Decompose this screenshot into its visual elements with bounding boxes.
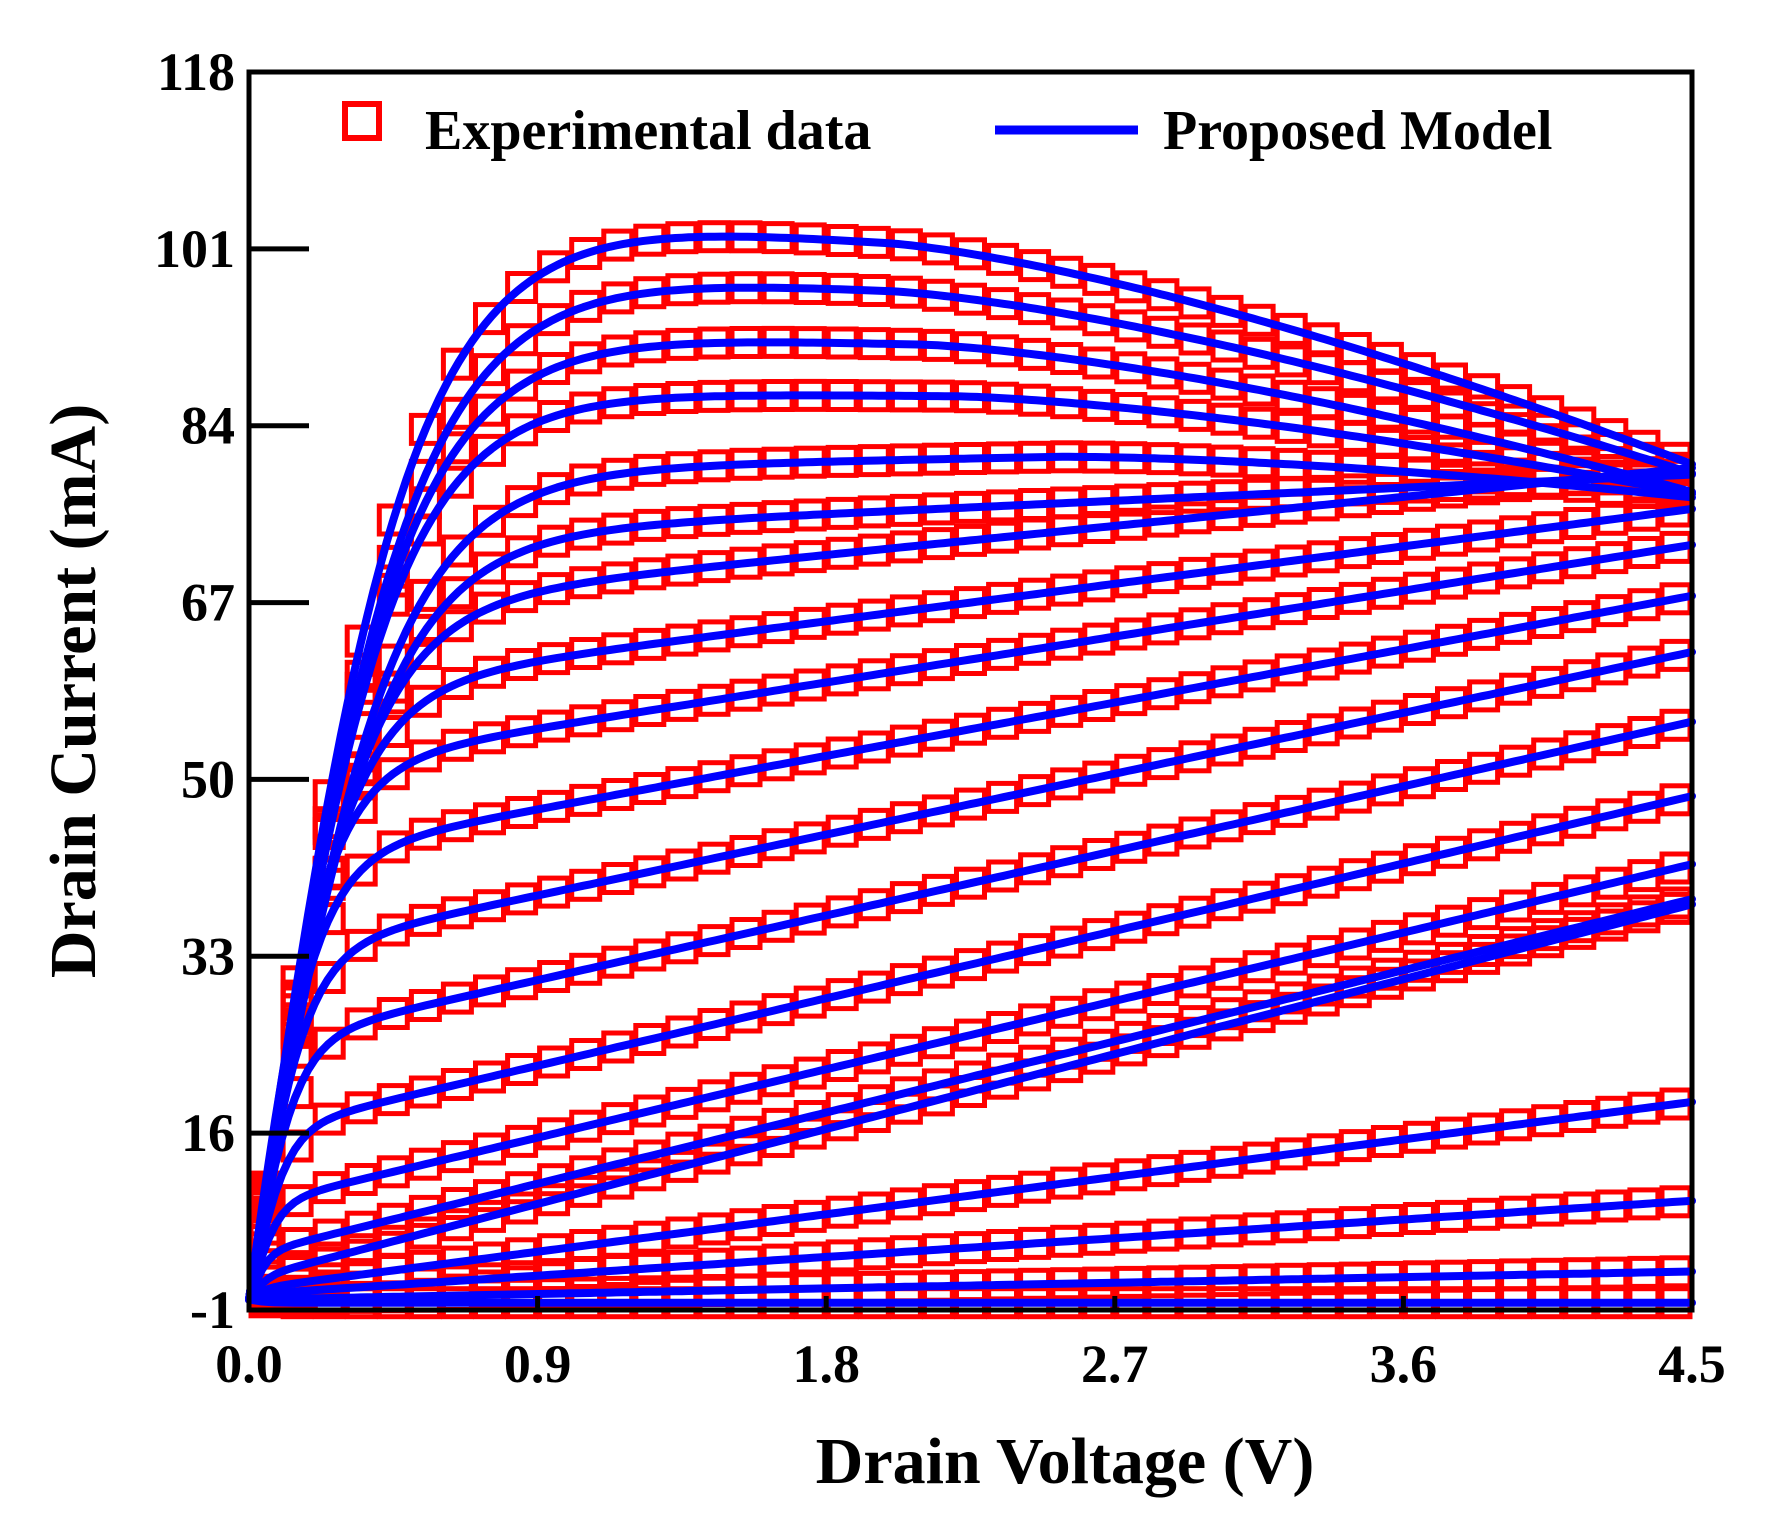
experimental-point: [408, 684, 442, 718]
experimental-point: [1402, 352, 1436, 386]
x-tick-label: 1.8: [792, 1334, 860, 1394]
experimental-point: [473, 353, 506, 387]
model-curve-19: [245, 1267, 1696, 1304]
experimental-point: [505, 535, 539, 569]
experimental-point: [312, 1026, 346, 1060]
model-curve-2: [245, 283, 1696, 1304]
x-tick-label: 0.9: [504, 1334, 572, 1394]
experimental-point: [440, 667, 474, 700]
experimental-point: [408, 412, 442, 446]
model-curve-8: [245, 504, 1696, 1304]
model-curve-16: [245, 900, 1696, 1304]
model-curve-11: [245, 648, 1696, 1304]
model-curve-5: [245, 452, 1696, 1304]
model-curve-20: [245, 1295, 1696, 1307]
experimental-point: [473, 591, 506, 625]
experimental-point: [408, 739, 442, 773]
experimental-point: [505, 368, 539, 402]
experimental-point: [473, 504, 506, 538]
x-tick-label: 3.6: [1370, 1334, 1438, 1394]
y-tick-label: -1: [190, 1280, 235, 1340]
experimental-point: [344, 853, 378, 887]
experimental-point: [473, 393, 506, 427]
y-tick-label: 33: [181, 926, 235, 986]
legend-label-model: Proposed Model: [1163, 100, 1552, 162]
experimental-point: [569, 289, 603, 323]
experimental-point: [376, 757, 410, 791]
experimental-point: [312, 1102, 346, 1136]
experimental-point: [537, 250, 571, 284]
x-axis-title: Drain Voltage (V): [816, 1425, 1315, 1498]
experimental-point: [440, 396, 474, 430]
model-curve-7: [245, 463, 1696, 1304]
experimental-point: [312, 961, 346, 994]
experimental-point: [569, 237, 603, 270]
experimental-point: [505, 323, 539, 357]
experimental-point: [440, 347, 474, 381]
experimental-point: [440, 609, 474, 643]
experimental-point: [1499, 384, 1533, 418]
experimental-point: [440, 534, 474, 568]
model-curve-15: [245, 895, 1696, 1304]
model-curve-18: [245, 1196, 1696, 1304]
experimental-point: [505, 485, 539, 519]
experimental-point: [344, 1007, 378, 1041]
model-curve-14: [245, 860, 1696, 1304]
model-curve-3: [245, 338, 1696, 1304]
experimental-point: [408, 613, 442, 647]
model-curve-10: [245, 591, 1696, 1304]
y-tick-label: 50: [181, 749, 235, 809]
experimental-point: [1467, 373, 1501, 407]
y-tick-label: 101: [154, 219, 235, 279]
y-tick-label: 67: [181, 573, 235, 633]
experimental-point: [537, 303, 571, 337]
experimental-point: [344, 928, 378, 962]
experimental-point: [440, 431, 474, 465]
axis-ticks: -1 16 33 50 67 84 101 118 0.0 0.9 1.8 2.7 3.6 4.5: [154, 42, 1726, 1394]
model-curves-layer: [245, 232, 1696, 1307]
experimental-point: [280, 1184, 314, 1218]
x-tick-label: 0.0: [215, 1334, 283, 1394]
model-curve-9: [245, 540, 1696, 1304]
y-tick-label: 16: [181, 1103, 235, 1163]
experimental-point: [440, 465, 474, 499]
x-tick-label: 4.5: [1658, 1334, 1726, 1394]
experimental-point: [473, 551, 506, 585]
experimental-point: [440, 576, 474, 610]
experimental-point: [376, 830, 410, 864]
model-curve-12: [245, 717, 1696, 1304]
model-curve-13: [245, 792, 1696, 1304]
plot-frame: [246, 69, 1695, 1313]
y-tick-label: 84: [181, 396, 235, 456]
model-curve-6: [245, 470, 1696, 1304]
model-curve-1: [245, 232, 1696, 1304]
experimental-point: [1435, 362, 1468, 396]
x-tick-label: 2.7: [1081, 1334, 1149, 1394]
experimental-point: [376, 913, 410, 947]
experimental-point: [473, 433, 506, 467]
experimental-point: [505, 271, 539, 304]
model-curve-4: [245, 391, 1696, 1304]
legend-label-experimental: Experimental data: [425, 100, 871, 162]
legend: Experimental data Proposed Model: [342, 100, 1552, 162]
experimental-point: [408, 578, 442, 612]
model-curve-17: [245, 1097, 1696, 1304]
legend-marker-experimental: [342, 101, 382, 141]
y-tick-label: 118: [157, 42, 235, 102]
experimental-point: [537, 352, 571, 385]
y-axis-title: Drain Current (mA): [37, 404, 110, 978]
experimental-point: [473, 302, 506, 336]
experimental-point: [505, 413, 539, 447]
